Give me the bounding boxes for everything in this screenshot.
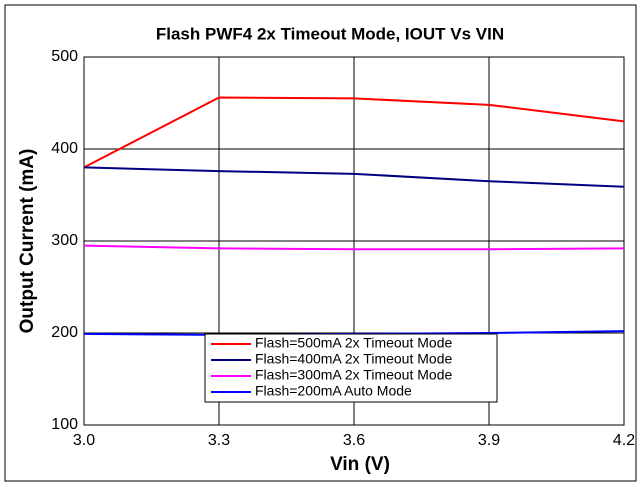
legend-label: Flash=400mA 2x Timeout Mode bbox=[255, 351, 452, 367]
y-axis-label: Output Current (mA) bbox=[17, 149, 38, 334]
legend-label: Flash=200mA Auto Mode bbox=[255, 383, 412, 399]
y-tick-label: 200 bbox=[51, 324, 78, 341]
legend-label: Flash=500mA 2x Timeout Mode bbox=[255, 335, 452, 351]
y-tick-label: 500 bbox=[51, 48, 78, 65]
x-tick-label: 3.6 bbox=[343, 432, 365, 449]
x-axis-label: Vin (V) bbox=[330, 454, 390, 475]
x-tick-label: 3.3 bbox=[208, 432, 230, 449]
legend-label: Flash=300mA 2x Timeout Mode bbox=[255, 367, 452, 383]
x-tick-label: 4.2 bbox=[613, 432, 635, 449]
data-line bbox=[83, 96, 625, 169]
x-tick-label: 3.0 bbox=[73, 432, 95, 449]
y-tick-label: 100 bbox=[51, 416, 78, 433]
y-tick-label: 400 bbox=[51, 140, 78, 157]
data-line bbox=[83, 244, 625, 251]
y-tick-label: 300 bbox=[51, 232, 78, 249]
data-line bbox=[83, 166, 625, 188]
legend-box bbox=[204, 333, 498, 403]
chart-title: Flash PWF4 2x Timeout Mode, IOUT Vs VIN bbox=[156, 24, 504, 43]
x-tick-label: 3.9 bbox=[478, 432, 500, 449]
